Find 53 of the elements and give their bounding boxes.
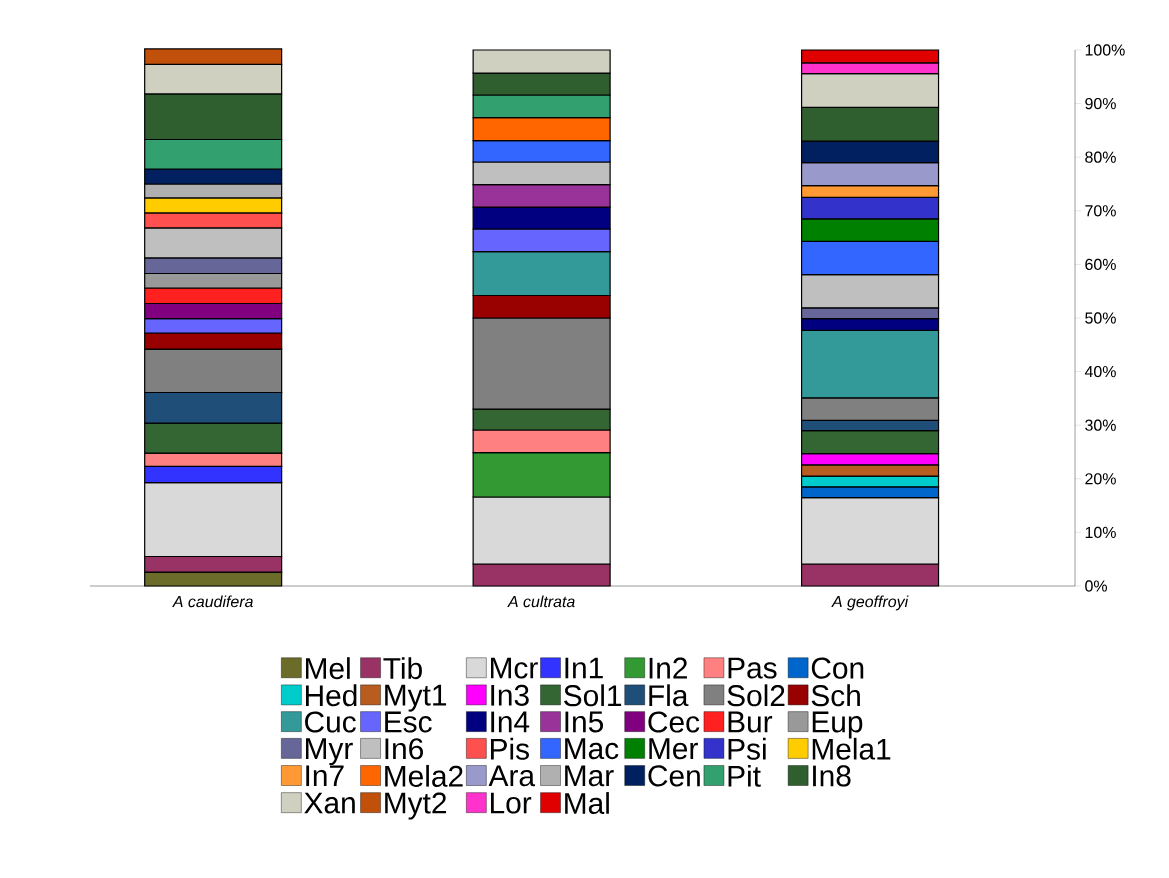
x-tick-label: A geoffroyi	[831, 595, 909, 611]
y-tick-label: 80%	[1085, 151, 1116, 163]
legend-label: Myr	[305, 738, 353, 766]
legend-label: Pas	[728, 657, 777, 679]
legend-label: Cec	[648, 711, 700, 733]
legend-label: Mar	[565, 765, 614, 787]
legend-label: In1	[565, 657, 603, 679]
legend-label: In2	[649, 657, 687, 679]
legend-label: Mela1	[812, 737, 891, 760]
legend-label: Con	[811, 657, 864, 679]
legend-label: In6	[385, 738, 423, 760]
legend-label: In3	[491, 684, 529, 706]
legend-label: Bur	[728, 711, 773, 733]
legend-label: Esc	[385, 711, 432, 733]
legend-label: Psi	[728, 737, 766, 760]
legend-label: Sol2	[727, 684, 785, 707]
legend-label: Sol1	[564, 684, 622, 707]
y-tick-label: 10%	[1085, 526, 1116, 539]
legend-label: Ara	[488, 765, 536, 787]
x-tick-label: A caudifera	[172, 595, 253, 608]
y-tick-label: 100%	[1085, 44, 1125, 56]
y-tick-label: 90%	[1085, 97, 1116, 110]
legend-label: Pit	[728, 764, 761, 787]
y-tick-label: 60%	[1085, 258, 1116, 271]
legend-label: Lor	[490, 792, 532, 814]
legend-label: Sch	[811, 684, 860, 707]
y-tick-label: 70%	[1085, 205, 1116, 217]
legend-label: Cuc	[305, 711, 356, 733]
legend-label: Mel	[305, 657, 350, 680]
legend-label: Mela2	[385, 764, 463, 787]
y-tick-label: 40%	[1084, 365, 1116, 378]
legend-label: In8	[813, 765, 851, 787]
legend-label: Eup	[812, 711, 863, 739]
legend-label: Mer	[649, 738, 698, 760]
legend-label: Mcr	[490, 657, 538, 679]
y-tick-label: 30%	[1085, 419, 1116, 431]
legend-label: Cen	[648, 765, 700, 787]
y-tick-label: 20%	[1085, 473, 1116, 485]
legend-label: Hed	[305, 684, 357, 707]
legend-label: In7	[306, 765, 344, 787]
legend-label: In5	[565, 711, 604, 733]
legend-label: In4	[491, 711, 530, 733]
legend-label: Tib	[383, 657, 422, 680]
legend-label: Myt2	[385, 792, 447, 820]
y-tick-label: 50%	[1085, 312, 1116, 324]
legend-label: Mac	[565, 738, 619, 760]
legend-label: Pis	[490, 737, 529, 760]
y-tick-label: 0%	[1085, 580, 1108, 592]
x-tick-label: A cultrata	[507, 595, 575, 608]
legend-label: Xan	[304, 792, 355, 814]
legend-label: Myt1	[385, 684, 447, 712]
legend-label: Mal	[565, 792, 609, 815]
legend-label: Fla	[649, 684, 689, 707]
